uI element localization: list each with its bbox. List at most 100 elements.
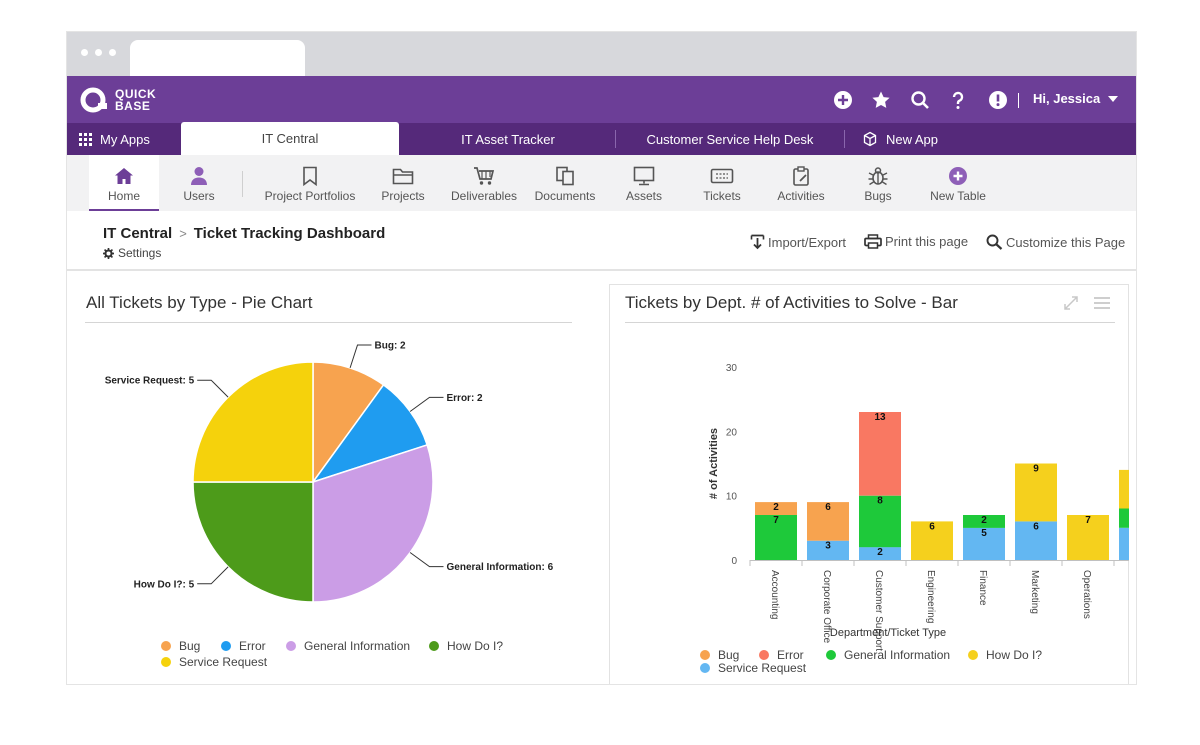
user-menu[interactable]: Hi, Jessica [1033,91,1119,106]
x-tick-label: Finance [977,570,988,606]
nav-item-project-portfolios[interactable]: Project Portfolios [264,155,356,211]
pie-chart-title: All Tickets by Type - Pie Chart [86,293,313,312]
bar-value-label: 7 [1085,515,1091,526]
nav-item-tickets[interactable]: Tickets [694,155,750,211]
nav-item-home[interactable]: Home [89,155,159,211]
tab-new-app[interactable]: New App [850,123,950,155]
tab-divider [615,130,616,148]
legend-swatch [700,663,710,673]
tab-customer-service-help-desk[interactable]: Customer Service Help Desk [616,123,844,155]
search-icon[interactable] [909,89,931,111]
nav-item-activities[interactable]: Activities [770,155,832,211]
user-icon [191,167,207,185]
pie-slice-label: Service Request: 5 [105,376,195,387]
legend-item-general-information[interactable]: General Information [286,639,410,653]
star-icon[interactable] [870,89,892,111]
bar-segment-bug [807,502,849,541]
nav-item-projects[interactable]: Projects [375,155,431,211]
customize-page-button[interactable]: Customize this Page [986,234,1125,250]
x-axis-label: Department/Ticket Type [830,627,946,639]
tab-label: IT Asset Tracker [461,131,555,147]
monitor-icon [633,166,655,186]
customize-label: Customize this Page [1006,234,1126,250]
legend-item-service-request[interactable]: Service Request [700,661,806,675]
legend-item-general-information[interactable]: General Information [826,648,950,662]
legend-item-bug[interactable]: Bug [700,648,739,662]
grid-icon [79,132,92,146]
pie-leader-line [197,379,229,398]
tab-label: New App [885,131,939,147]
add-icon[interactable] [832,89,854,111]
tab-label: Customer Service Help Desk [646,131,814,147]
logo-text: QUICK BASE [115,88,156,112]
legend-swatch [161,641,171,651]
page-title: Ticket Tracking Dashboard [193,225,386,242]
help-icon[interactable] [947,89,969,111]
y-tick-label: 10 [726,492,738,503]
legend-swatch [700,650,710,660]
x-tick-label: Operations [1081,570,1092,619]
expand-icon[interactable] [1063,295,1079,316]
legend-item-error[interactable]: Error [759,648,804,662]
legend-item-error[interactable]: Error [221,639,266,653]
nav-item-new-table[interactable]: New Table [923,155,993,211]
folder-icon [392,168,414,185]
import-export-button[interactable]: Import/Export [750,234,846,250]
alert-icon[interactable] [987,89,1009,111]
quickbase-logo[interactable]: QUICK BASE [79,84,156,116]
legend-item-how-do-i[interactable]: How Do I? [968,648,1042,662]
cube-icon [863,131,877,147]
gear-icon [103,247,114,259]
nav-item-documents[interactable]: Documents [531,155,599,211]
tab-it-asset-tracker[interactable]: IT Asset Tracker [401,123,615,155]
cart-icon [474,167,495,185]
legend-label: Error [239,639,266,653]
bar-value-label: 2 [877,547,883,558]
pie-leader-line [409,396,444,412]
breadcrumb-app-link[interactable]: IT Central [103,225,173,242]
bar-segment-bug [755,502,797,515]
bar-segment-how-do-i [1119,469,1129,509]
browser-tab[interactable] [130,40,305,76]
settings-link[interactable]: Settings [103,246,161,260]
pie-slice-general-information [312,443,434,603]
nav-item-assets[interactable]: Assets [616,155,672,211]
y-tick-label: 20 [726,427,738,438]
nav-label: Assets [625,189,662,203]
tab-divider [844,130,845,148]
tab-my-apps[interactable]: My Apps [79,123,179,155]
nav-item-bugs[interactable]: Bugs [854,155,902,211]
x-tick-label: Accounting [769,570,780,619]
bug-icon [868,167,888,186]
legend-swatch [161,657,171,667]
import-export-label: Import/Export [768,234,847,250]
bar-segment-how-do-i [1015,463,1057,522]
nav-item-users[interactable]: Users [171,155,227,211]
bar-chart-title: Tickets by Dept. # of Activities to Solv… [625,293,958,312]
bar-value-label: 2 [981,515,987,526]
browser-chrome [67,32,1136,76]
pie-chart: Bug: 2 Error: 2 General Information: 6 How … [105,341,554,603]
legend-item-bug[interactable]: Bug [161,639,200,653]
menu-icon[interactable] [1093,296,1111,315]
legend-item-service-request[interactable]: Service Request [161,655,267,669]
legend-swatch [826,650,836,660]
panel-title-rule [85,322,572,323]
legend-item-how-do-i[interactable]: How Do I? [429,639,503,653]
print-button[interactable]: Print this page [864,234,968,249]
header-divider [1018,93,1019,108]
quickbase-logo-icon [80,87,107,113]
bar-segment-general-information [859,495,901,548]
bar-value-label: 9 [1033,464,1039,475]
nav-label: Bugs [864,189,892,203]
table-nav: Home Users Project Portfolios Projects D… [67,155,1136,211]
bar-chart: 0 10 20 30 # of Activities 7 2 Accounting 3 6 Corp… [708,363,1129,651]
pie-slice-service-request [192,361,314,483]
legend-label: General Information [844,648,951,662]
bar-value-label: 2 [773,502,779,513]
nav-item-deliverables[interactable]: Deliverables [449,155,519,211]
logo-line-1: QUICK [115,87,157,101]
legend-label: Service Request [179,655,268,669]
bar-segment-error [859,412,901,496]
tab-it-central[interactable]: IT Central [181,122,399,155]
